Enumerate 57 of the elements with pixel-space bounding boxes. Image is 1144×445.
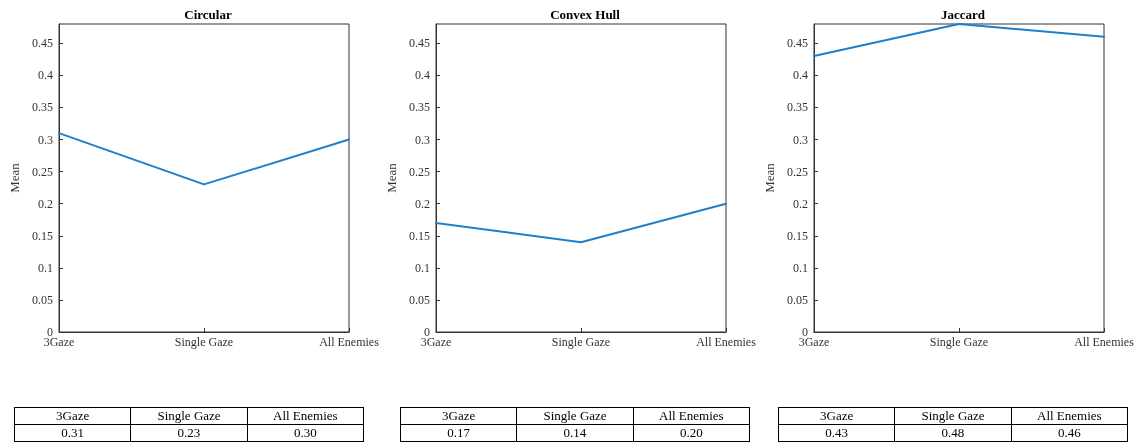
category-label: 3Gaze <box>442 408 476 423</box>
y-tick-label: 0.15 <box>787 228 808 243</box>
data-label: 0.23 <box>130 424 248 442</box>
data-label: 0.46 <box>1011 424 1128 442</box>
category-label: All Enemies <box>273 408 338 423</box>
y-tick-label: 0.35 <box>32 100 53 115</box>
category-label: All Enemies <box>1037 408 1102 423</box>
y-tick-label: 0.45 <box>787 36 808 51</box>
y-tick-label: 0.25 <box>409 164 430 179</box>
x-tick-label: Single Gaze <box>551 335 611 349</box>
data-label: 0.17 <box>400 424 517 442</box>
chart-title: Jaccard <box>940 7 986 22</box>
y-tick-label: 0.15 <box>409 228 430 243</box>
y-tick-label: 0.05 <box>409 292 430 307</box>
y-tick-label: 0.45 <box>409 36 430 51</box>
category-label: 3Gaze <box>820 408 854 423</box>
category-label: Single Gaze <box>157 408 221 423</box>
y-tick-label: 0.3 <box>38 132 53 147</box>
y-tick-label: 0.05 <box>787 292 808 307</box>
y-tick-label: 0.45 <box>32 36 53 51</box>
y-tick-label: 0.2 <box>793 196 808 211</box>
data-label: 0.20 <box>633 424 750 442</box>
data-label: 0.31 <box>14 424 131 442</box>
y-tick-label: 0.25 <box>32 164 53 179</box>
y-tick-label: 0.4 <box>38 68 53 83</box>
y-tick-label: 0.35 <box>787 100 808 115</box>
y-tick-label: 0.05 <box>32 292 53 307</box>
chart-title: Convex Hull <box>550 7 621 22</box>
y-tick-label: 0.2 <box>415 196 430 211</box>
y-tick-label: 0.4 <box>793 68 808 83</box>
category-label: All Enemies <box>659 408 724 423</box>
y-axis-title: Mean <box>762 162 777 193</box>
category-label: Single Gaze <box>543 408 607 423</box>
y-tick-label: 0.4 <box>415 68 430 83</box>
data-label: 0.48 <box>894 424 1012 442</box>
y-tick-label: 0.2 <box>38 196 53 211</box>
y-tick-label: 0.25 <box>787 164 808 179</box>
x-tick-label: Single Gaze <box>174 335 234 349</box>
chart-title: Circular <box>184 7 232 22</box>
y-tick-label: 0.35 <box>409 100 430 115</box>
x-tick-label: All Enemies <box>696 335 757 349</box>
y-tick-label: 0.1 <box>415 260 430 275</box>
category-label: Single Gaze <box>921 408 985 423</box>
y-axis-title: Mean <box>7 162 22 193</box>
y-axis-title: Mean <box>384 162 399 193</box>
category-label: 3Gaze <box>56 408 90 423</box>
y-tick-label: 0.3 <box>415 132 430 147</box>
data-label: 0.14 <box>516 424 634 442</box>
x-tick-label: Single Gaze <box>929 335 989 349</box>
y-tick-label: 0.1 <box>793 260 808 275</box>
x-tick-label: All Enemies <box>319 335 380 349</box>
y-tick-label: 0.1 <box>38 260 53 275</box>
y-tick-label: 0.3 <box>793 132 808 147</box>
data-label: 0.43 <box>778 424 895 442</box>
data-label: 0.30 <box>247 424 364 442</box>
y-tick-label: 0.15 <box>32 228 53 243</box>
x-tick-label: All Enemies <box>1074 335 1135 349</box>
